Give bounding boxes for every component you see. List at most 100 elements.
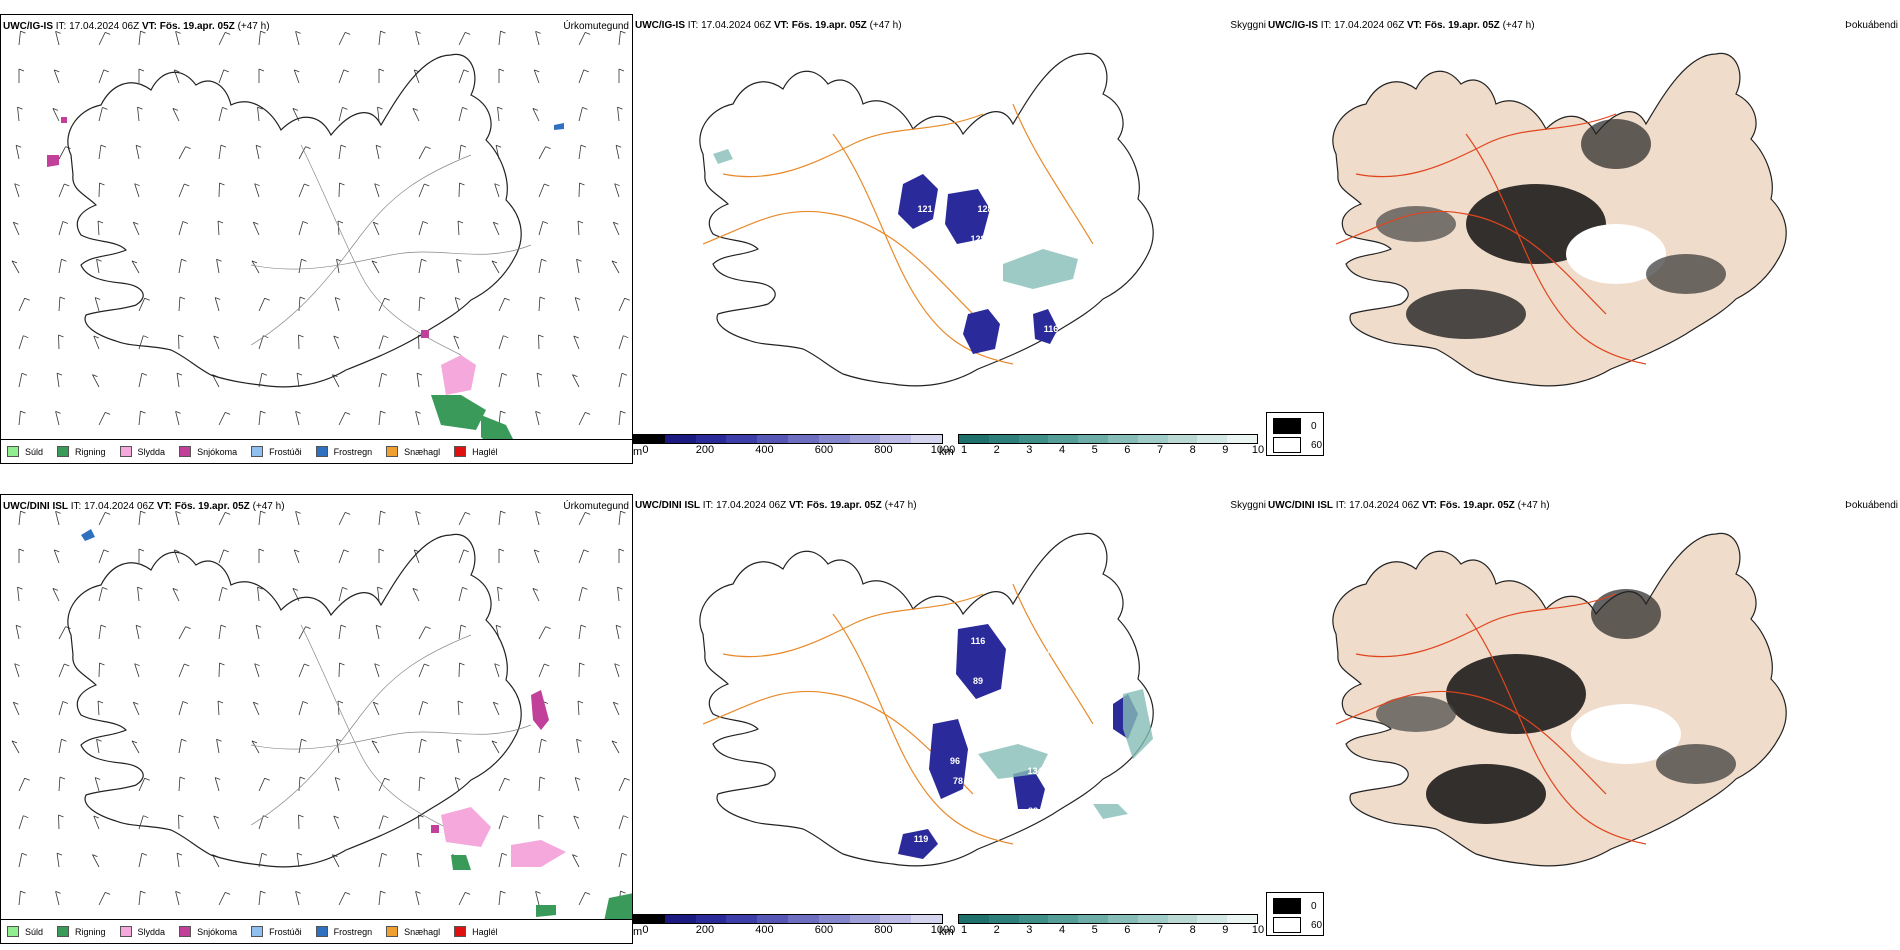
wind-barb-flag [292,588,299,591]
wind-barb-flag [584,412,591,415]
wind-barb [618,31,621,46]
wind-barb [535,411,540,426]
wind-barb-flag [584,512,591,515]
legend-label: Haglél [472,926,498,937]
legend-swatch [7,926,19,937]
wind-barb-flag [377,586,383,590]
wind-barb-flag [340,624,347,628]
wind-barb-flag [61,258,67,262]
wind-barb-flag [97,220,104,224]
low-ceiling-areas [898,624,1138,859]
wind-barb-flag [15,144,22,148]
wind-barb [337,701,340,716]
wind-barb [418,146,426,160]
wind-barb-flag [343,69,349,73]
colorbar-swatch [911,435,942,443]
wind-barb-flag [425,626,431,630]
visibility-colorbar: 1 2 3 4 5 6 7 8 9 10 [958,434,1264,458]
wind-barb-flag [185,146,191,150]
ceiling-visibility-panel: UWC/DINI ISL IT: 17.04.2024 06Z VT: Fös.… [633,494,1266,944]
wind-barb-flag [184,663,190,667]
wind-barb [458,512,466,526]
iceland-outline [67,533,522,868]
wind-barb-flag [415,511,421,514]
wind-barb [298,221,304,236]
colorbar-swatch [1227,435,1257,443]
wind-barb-flag [535,411,541,414]
wind-barb-flag [493,701,499,705]
legend-item: Snjókoma [179,926,237,937]
wind-barb [615,145,620,160]
wind-barb [378,298,386,312]
wind-barb-flag [55,411,61,414]
wind-barb-flag [421,738,427,742]
wind-barb [218,549,225,564]
wind-barb [377,587,380,602]
wind-barb-flag [503,335,509,339]
wind-barb-flag [380,30,386,34]
wind-barb [252,222,260,236]
colorbar-tick: 5 [1091,444,1098,456]
wind-barb-flag [305,146,311,150]
wind-barb [618,853,623,868]
wind-barb [498,31,501,46]
legend-swatch [386,446,399,457]
wind-barb [538,777,541,792]
wind-barb [412,588,420,602]
wind-barb [258,778,266,792]
wind-barb [15,145,20,160]
wind-barb [611,260,620,274]
low-ceiling-areas [898,174,1058,354]
visibility-colorbar: 1 2 3 4 5 6 7 8 9 10 [958,914,1264,938]
wind-barb [178,663,185,678]
wind-barb [98,69,105,84]
wind-barb-flag [175,891,181,894]
panel-header: UWC/DINI ISL IT: 17.04.2024 06Z VT: Fös.… [3,501,285,512]
wind-barb [258,31,261,46]
wind-barb [298,146,306,160]
wind-barb-flag [131,740,138,744]
wind-barb-flag [104,412,111,415]
ceiling-map: 121 128 128 127 116 [699,52,1154,387]
colorbar-tick: 8 [1189,924,1196,936]
wind-barb [458,145,462,160]
precip-type-map [11,510,632,921]
wind-barb-flag [373,701,379,705]
wind-barb-flag [174,69,180,73]
wind-barb [372,222,380,236]
wind-barb [135,625,140,640]
ceiling-label: 128 [977,204,992,214]
colorbar-tick: 1 [960,444,968,456]
colorbar-swatch [1107,435,1138,443]
wind-barb-flag [584,32,591,35]
wind-barb [374,183,380,198]
wind-barb-flag [224,892,231,895]
wind-barb [378,815,384,830]
wind-barb [258,298,266,312]
wind-barb [58,739,62,754]
precip-type-map [11,30,630,441]
wind-barb-flag [255,624,262,628]
wind-barb-flag [58,334,64,338]
wind-barb [458,892,466,906]
wind-barb-flag [464,32,471,35]
wind-barb-flag [172,108,179,111]
wind-barb [338,412,346,426]
wind-barb [178,259,182,274]
wind-barb-flag [96,738,102,742]
wind-barb [416,853,420,868]
fog-swatch-min [1273,418,1301,434]
panel-type-title: Þokuábendi [1845,500,1898,511]
wind-barb-flag [257,586,263,590]
wind-barb-flag [137,586,143,590]
wind-barb [578,32,586,46]
wind-barb-flag [535,891,541,894]
wind-barb-flag [264,777,270,781]
wind-barb-flag [140,410,146,414]
wind-barb [538,739,542,754]
wind-barb [172,108,180,122]
wind-barb [218,587,223,602]
wind-barb [178,777,181,792]
legend-swatch [57,446,70,457]
wind-barb-flag [580,144,587,148]
